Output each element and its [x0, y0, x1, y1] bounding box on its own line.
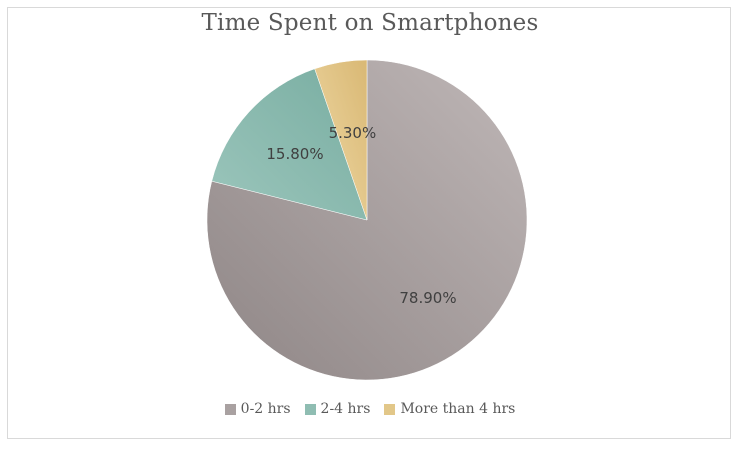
- legend-label: 0-2 hrs: [240, 401, 291, 417]
- legend-label: 2-4 hrs: [320, 401, 371, 417]
- legend-item-3: More than 4 hrs: [384, 401, 515, 417]
- data-label-3: 5.30%: [329, 124, 377, 142]
- legend: 0-2 hrs 2-4 hrs More than 4 hrs: [0, 401, 740, 417]
- legend-swatch: [384, 403, 396, 415]
- pie-slices: [206, 59, 528, 381]
- data-label-2: 15.80%: [266, 145, 323, 163]
- pie-slice-3: [314, 59, 368, 221]
- legend-swatch: [304, 403, 316, 415]
- pie-labels: 78.90% 15.80% 5.30%: [266, 124, 456, 307]
- legend-item-1: 0-2 hrs: [224, 401, 291, 417]
- legend-swatch: [224, 403, 236, 415]
- pie-slice-2: [211, 68, 368, 221]
- legend-label: More than 4 hrs: [400, 401, 516, 417]
- legend-item-2: 2-4 hrs: [304, 401, 371, 417]
- chart-title: Time Spent on Smartphones: [201, 10, 539, 36]
- data-label-1: 78.90%: [399, 289, 456, 307]
